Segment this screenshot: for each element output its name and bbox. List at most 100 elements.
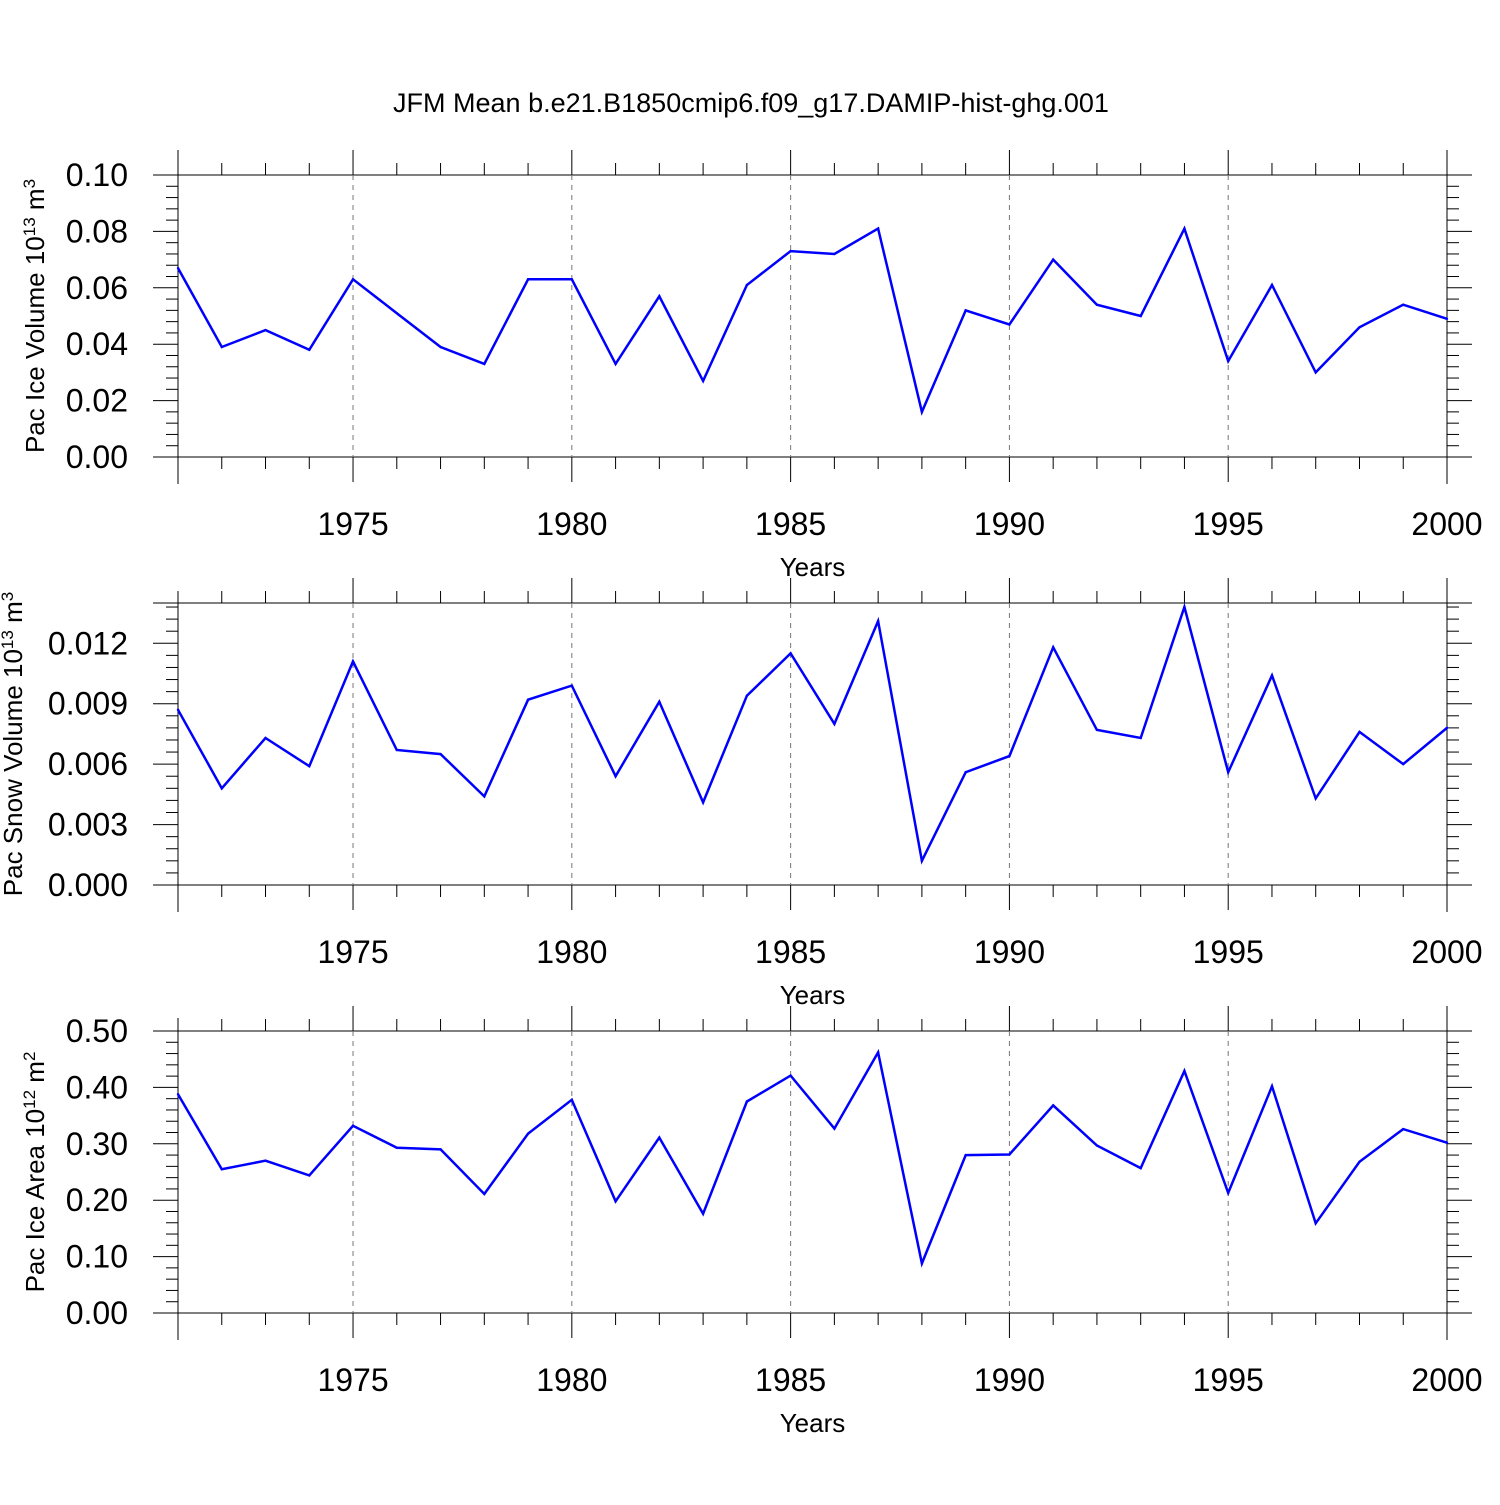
data-point [1008, 754, 1011, 758]
data-point [745, 283, 749, 287]
data-point [1051, 258, 1055, 261]
x-axis-title: Years [780, 552, 846, 582]
x-tick-label: 1975 [317, 506, 388, 542]
x-tick-label: 1985 [755, 1362, 826, 1398]
data-point [1139, 314, 1142, 318]
data-point [1314, 1222, 1317, 1225]
data-point [920, 410, 924, 414]
data-point [1445, 317, 1449, 321]
data-point [176, 1092, 180, 1096]
y-axis-title-main: Pac Ice Volume 10 [20, 236, 50, 453]
x-tick-label: 1990 [974, 934, 1045, 970]
data-point [701, 379, 705, 383]
data-point [876, 619, 880, 623]
data-point [526, 698, 530, 701]
data-point [658, 295, 661, 298]
data-point [483, 1192, 486, 1196]
data-point [1270, 1085, 1274, 1088]
series-line [176, 1048, 1448, 1268]
x-tick-label: 1975 [317, 934, 388, 970]
y-axis-title-exponent: 13 [20, 217, 39, 236]
data-point [351, 660, 355, 663]
data-point [658, 1136, 661, 1139]
figure-title: JFM Mean b.e21.B1850cmip6.f09_g17.DAMIP-… [393, 88, 1109, 118]
data-point [964, 309, 967, 312]
data-point [526, 278, 530, 281]
data-point [789, 249, 792, 253]
data-point [833, 722, 836, 726]
data-point [308, 764, 311, 768]
series-line [176, 225, 1448, 416]
x-tick-label: 2000 [1411, 506, 1482, 542]
x-axis-title: Years [780, 1408, 846, 1438]
data-point [1183, 227, 1186, 230]
y-axis-title-unit: m [20, 188, 50, 217]
x-tick-label: 1980 [536, 1362, 607, 1398]
y-tick-label: 0.10 [66, 1239, 128, 1275]
data-point [1051, 1104, 1055, 1107]
data-point [570, 278, 574, 281]
x-tick-label: 1975 [317, 1362, 388, 1398]
data-point [1183, 605, 1186, 609]
y-axis-title-exponent: 13 [0, 630, 17, 649]
data-point [570, 1098, 574, 1102]
x-tick-label: 1990 [974, 1362, 1045, 1398]
data-point [176, 708, 180, 711]
data-point [395, 748, 398, 752]
data-point [264, 1159, 267, 1162]
data-point [1139, 736, 1142, 740]
y-axis-title-unit-exponent: 2 [20, 1052, 39, 1061]
data-point [1358, 1160, 1361, 1164]
data-point [220, 1167, 223, 1171]
y-tick-label: 0.08 [66, 213, 128, 249]
data-point [483, 795, 486, 798]
y-axis-title-unit-exponent: 3 [20, 179, 39, 188]
data-point [526, 1132, 530, 1135]
data-point [1095, 303, 1099, 306]
data-point [1314, 371, 1317, 374]
y-tick-label: 0.04 [66, 326, 128, 362]
x-tick-label: 1995 [1193, 1362, 1264, 1398]
data-point [658, 700, 661, 703]
x-tick-label: 1980 [536, 506, 607, 542]
data-point [964, 771, 967, 774]
data-point [395, 1146, 398, 1149]
data-point [483, 362, 486, 366]
y-axis-title-unit: m [20, 1061, 50, 1090]
data-point [264, 736, 267, 740]
y-axis-title-unit: m [0, 601, 28, 630]
data-point [439, 1148, 442, 1151]
y-axis-title-exponent: 12 [20, 1090, 39, 1109]
data-point [1358, 326, 1361, 329]
data-point [789, 1074, 792, 1077]
data-point [1008, 1153, 1011, 1156]
y-tick-label: 0.30 [66, 1126, 128, 1162]
x-tick-label: 1995 [1193, 934, 1264, 970]
data-point [1227, 1191, 1230, 1195]
data-point [351, 1124, 355, 1127]
x-tick-label: 1995 [1193, 506, 1264, 542]
data-point [1358, 730, 1361, 734]
data-point [614, 1200, 617, 1203]
data-point [439, 752, 442, 756]
data-point [220, 787, 223, 790]
data-point [1095, 728, 1099, 732]
data-point [1270, 674, 1274, 677]
data-point [920, 1262, 924, 1265]
panel-snow-volume: 1975 1980 1985 1990 1995 2000 Years 0.000 0.003 0… [0, 578, 1483, 1010]
y-tick-label: 0.006 [48, 746, 128, 782]
data-point [920, 859, 924, 863]
y-axis-title-unit-exponent: 3 [0, 592, 17, 601]
data-point [176, 266, 180, 270]
data-point [876, 1051, 880, 1054]
data-point [1183, 1069, 1186, 1073]
y-tick-label: 0.009 [48, 686, 128, 722]
y-tick-label: 0.02 [66, 383, 128, 419]
data-point [570, 684, 574, 687]
data-point [1008, 323, 1011, 326]
y-axis-title-main: Pac Snow Volume 10 [0, 649, 28, 896]
y-tick-label: 0.000 [48, 867, 128, 903]
data-point [439, 345, 442, 349]
